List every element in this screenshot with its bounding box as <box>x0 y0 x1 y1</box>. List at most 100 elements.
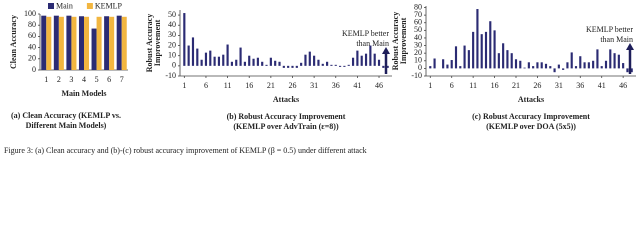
annotation: than Main <box>356 39 389 48</box>
y-tick-label: 30 <box>168 30 176 39</box>
y-tick-label: 10 <box>168 51 176 60</box>
x-tick-label: 1 <box>182 81 186 90</box>
bar <box>274 60 277 66</box>
bar <box>459 66 462 69</box>
x-tick-label: 6 <box>450 81 454 90</box>
x-tick-label: 16 <box>491 81 499 90</box>
bar <box>609 49 612 69</box>
bar <box>630 68 633 73</box>
bar <box>204 52 208 66</box>
x-tick-label: 11 <box>224 81 232 90</box>
x-tick-label: 6 <box>204 81 208 90</box>
bar <box>364 53 368 66</box>
bar <box>343 65 346 67</box>
bar <box>463 45 466 69</box>
bar <box>282 65 285 68</box>
bar <box>579 56 582 69</box>
x-tick-label: 3 <box>69 75 73 84</box>
bar <box>287 65 290 68</box>
y-tick-label: 70 <box>414 10 422 19</box>
y-tick-label: 80 <box>28 20 36 29</box>
bar <box>41 15 47 70</box>
bar <box>377 59 381 66</box>
annotation-arrowhead <box>382 47 390 54</box>
subcaption: (c) Robust Accuracy Improvement <box>472 112 590 121</box>
bar <box>502 43 505 69</box>
bar <box>84 16 90 70</box>
bar <box>360 55 363 66</box>
bar <box>313 55 316 66</box>
bar <box>566 62 569 69</box>
bar <box>104 16 110 71</box>
bar <box>243 61 246 66</box>
y-tick-label: 0 <box>32 65 36 74</box>
y-tick-label: 60 <box>28 31 36 40</box>
bar <box>334 64 337 66</box>
bar <box>433 58 436 69</box>
bar <box>308 51 311 66</box>
bar <box>480 34 483 69</box>
bar <box>592 60 595 69</box>
bar <box>200 59 203 66</box>
bar <box>330 64 333 66</box>
bar <box>261 61 264 66</box>
x-tick-label: 1 <box>428 81 432 90</box>
y-tick-label: 20 <box>28 54 36 63</box>
x-tick-label: 41 <box>598 81 606 90</box>
bar <box>536 62 539 69</box>
legend-swatch <box>86 3 93 9</box>
bar <box>557 64 560 69</box>
bar <box>596 49 599 69</box>
bar <box>109 16 115 70</box>
figure-caption: Figure 3: (a) Clean accuracy and (b)-(c)… <box>4 146 367 155</box>
x-tick-label: 46 <box>619 81 627 90</box>
bar <box>484 31 488 69</box>
x-axis-title: Attacks <box>518 95 544 104</box>
bar <box>523 67 526 69</box>
bar <box>304 54 307 66</box>
y-tick-label: 20 <box>168 40 176 49</box>
bar <box>351 57 355 66</box>
bar <box>187 45 190 66</box>
y-axis-title: Improvement <box>399 17 408 64</box>
x-tick-label: 26 <box>288 81 296 90</box>
bar <box>347 64 350 66</box>
bar <box>317 59 320 66</box>
x-tick-label: 46 <box>375 81 383 90</box>
x-axis-title: Main Models <box>61 89 106 98</box>
bar <box>96 16 102 70</box>
bar <box>230 61 233 66</box>
bar <box>53 15 59 70</box>
bar <box>617 54 620 69</box>
y-axis-title: Clean Accuracy <box>9 15 18 69</box>
bar <box>121 16 127 70</box>
y-tick-label: 100 <box>24 9 36 18</box>
bar <box>604 60 608 69</box>
x-tick-label: 4 <box>82 75 86 84</box>
y-tick-label: -10 <box>411 71 422 80</box>
x-tick-label: 26 <box>533 81 541 90</box>
legend-label: Main <box>56 1 73 10</box>
x-tick-label: 36 <box>332 81 340 90</box>
x-tick-label: 16 <box>245 81 253 90</box>
bar <box>252 58 255 66</box>
bar <box>454 46 458 69</box>
y-tick-label: 10 <box>414 56 422 65</box>
bar <box>497 53 500 69</box>
subcaption: (a) Clean Accuracy (KEMLP vs. <box>11 111 121 120</box>
bar <box>600 66 603 69</box>
figure: Figure 3: (a) Clean accuracy and (b)-(c)… <box>4 1 636 155</box>
bar <box>269 57 272 66</box>
bar <box>442 59 445 69</box>
bar <box>450 60 453 69</box>
y-tick-label: 30 <box>414 40 422 49</box>
annotation: KEMLP better <box>586 25 633 34</box>
y-tick-label: 40 <box>28 42 36 51</box>
bar <box>549 66 552 69</box>
bar <box>369 45 372 66</box>
y-tick-label: 40 <box>414 33 422 42</box>
x-tick-label: 1 <box>44 75 48 84</box>
bar <box>382 65 385 68</box>
bar <box>540 62 543 69</box>
bar <box>429 66 432 69</box>
